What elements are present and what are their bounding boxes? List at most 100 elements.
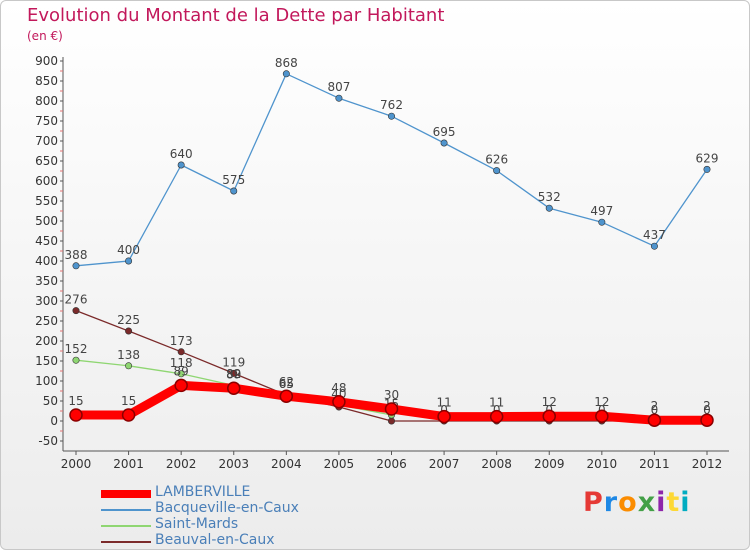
data-label-beauval-en-caux: 173 — [170, 334, 193, 348]
logo-letter: t — [666, 487, 681, 518]
data-point-lamberville — [174, 378, 188, 393]
data-label-bacqueville-en-caux: 868 — [275, 56, 298, 70]
data-point-beauval-en-caux — [230, 369, 238, 377]
data-label-bacqueville-en-caux: 388 — [65, 248, 88, 262]
data-label-beauval-en-caux: 225 — [117, 313, 140, 327]
data-label-bacqueville-en-caux: 532 — [538, 190, 561, 204]
legend-item: LAMBERVILLE — [101, 484, 361, 501]
x-tick-label: 2012 — [692, 457, 723, 471]
data-point-beauval-en-caux — [125, 327, 133, 335]
y-tick-label: 800 — [35, 94, 58, 108]
data-point-lamberville — [279, 389, 294, 403]
data-label-beauval-en-caux: 0 — [703, 403, 711, 417]
data-point-bacqueville-en-caux — [282, 70, 290, 78]
data-point-lamberville — [437, 409, 451, 424]
data-point-bacqueville-en-caux — [335, 94, 343, 102]
data-label-beauval-en-caux: 65 — [279, 377, 294, 391]
data-label-saint-mards: 89 — [226, 367, 241, 381]
data-label-saint-mards: 65 — [279, 377, 294, 391]
x-tick-label: 2007 — [429, 457, 460, 471]
data-label-lamberville: 2 — [651, 399, 659, 413]
data-point-bacqueville-en-caux — [703, 165, 711, 173]
data-label-lamberville: 15 — [68, 394, 83, 408]
data-point-bacqueville-en-caux — [545, 204, 553, 212]
logo-letter: o — [618, 487, 638, 518]
x-tick-label: 2004 — [271, 457, 302, 471]
y-tick-label: 0 — [50, 414, 58, 428]
y-tick-label: 450 — [35, 234, 58, 248]
data-label-saint-mards: 138 — [117, 348, 140, 362]
data-label-saint-mards: 152 — [65, 342, 88, 356]
legend-swatch — [101, 490, 151, 498]
x-tick-label: 2003 — [218, 457, 249, 471]
y-tick-label: 900 — [35, 54, 58, 68]
y-tick-label: -50 — [38, 434, 58, 448]
data-point-bacqueville-en-caux — [650, 242, 658, 250]
data-point-saint-mards — [125, 362, 133, 370]
data-point-beauval-en-caux — [387, 417, 395, 425]
data-label-beauval-en-caux: 276 — [65, 293, 88, 307]
y-tick-label: 250 — [35, 314, 58, 328]
y-tick-label: 100 — [35, 374, 58, 388]
legend-label: Beauval-en-Caux — [155, 532, 275, 548]
x-tick-label: 2000 — [61, 457, 92, 471]
x-tick-label: 2009 — [534, 457, 565, 471]
y-unit-label: (en €) — [27, 29, 63, 43]
legend-label: LAMBERVILLE — [155, 484, 251, 500]
data-point-bacqueville-en-caux — [493, 167, 501, 175]
data-point-lamberville — [227, 381, 241, 395]
data-label-bacqueville-en-caux: 695 — [433, 125, 456, 139]
data-point-lamberville — [700, 413, 714, 427]
data-label-bacqueville-en-caux: 626 — [485, 153, 508, 167]
x-tick-label: 2006 — [376, 457, 407, 471]
data-label-lamberville: 30 — [384, 388, 399, 402]
x-tick-label: 2002 — [166, 457, 197, 471]
y-tick-label: 200 — [35, 334, 58, 348]
y-tick-label: 50 — [43, 394, 58, 408]
data-point-beauval-en-caux — [177, 348, 185, 356]
data-label-bacqueville-en-caux: 497 — [590, 204, 613, 218]
logo-letter: i — [680, 487, 691, 518]
data-label-lamberville: 48 — [331, 381, 346, 395]
logo-letter: r — [603, 487, 619, 518]
x-tick-label: 2008 — [481, 457, 512, 471]
y-tick-label: 300 — [35, 294, 58, 308]
data-point-lamberville — [384, 402, 399, 416]
y-tick-label: 600 — [35, 174, 58, 188]
data-label-bacqueville-en-caux: 437 — [643, 228, 666, 242]
y-tick-label: 700 — [35, 134, 58, 148]
logo-letter: P — [583, 487, 604, 518]
y-tick-label: 400 — [35, 254, 58, 268]
data-label-beauval-en-caux: 0 — [651, 403, 659, 417]
y-tick-label: 750 — [35, 114, 58, 128]
data-point-lamberville — [489, 409, 504, 424]
data-label-beauval-en-caux: 119 — [222, 355, 245, 369]
data-label-lamberville: 15 — [121, 394, 136, 408]
y-tick-label: 850 — [35, 74, 58, 88]
data-label-lamberville: 82 — [226, 367, 241, 381]
legend-item: Saint-Mards — [101, 516, 361, 533]
data-label-lamberville: 11 — [489, 396, 504, 410]
data-point-beauval-en-caux — [72, 307, 80, 315]
y-tick-label: 550 — [35, 194, 58, 208]
x-tick-label: 2005 — [324, 457, 355, 471]
chart-title: Evolution du Montant de la Dette par Hab… — [27, 5, 445, 26]
data-label-bacqueville-en-caux: 640 — [170, 147, 193, 161]
data-point-saint-mards — [177, 370, 185, 378]
data-label-bacqueville-en-caux: 400 — [117, 243, 140, 257]
data-label-bacqueville-en-caux: 762 — [380, 98, 403, 112]
data-label-lamberville: 2 — [703, 399, 711, 413]
data-label-bacqueville-en-caux: 629 — [696, 151, 719, 165]
legend-swatch — [101, 525, 151, 527]
y-tick-label: 500 — [35, 214, 58, 228]
data-label-lamberville: 62 — [279, 375, 294, 389]
proxiti-logo: Proxiti — [583, 487, 691, 518]
y-tick-label: 650 — [35, 154, 58, 168]
data-point-bacqueville-en-caux — [230, 187, 238, 195]
data-point-bacqueville-en-caux — [72, 262, 80, 270]
legend-swatch — [101, 509, 151, 511]
data-label-bacqueville-en-caux: 575 — [222, 173, 245, 187]
data-point-bacqueville-en-caux — [125, 257, 133, 265]
data-point-lamberville — [542, 409, 556, 423]
